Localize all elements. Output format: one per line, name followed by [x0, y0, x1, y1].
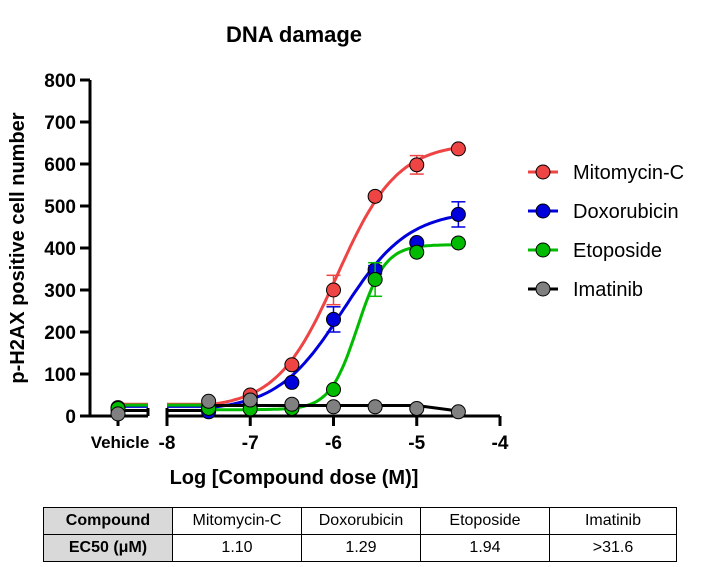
y-tick-label: 700 [44, 113, 76, 134]
table-cell-ec50: 1.29 [301, 534, 421, 562]
table-cell-ec50: 1.10 [172, 534, 302, 562]
ec50-header: EC50 (μM) [43, 534, 173, 562]
legend-marker [535, 164, 551, 180]
data-point [409, 244, 425, 260]
x-tick-label: -5 [408, 433, 425, 454]
x-tick-label-vehicle: Vehicle [91, 433, 150, 452]
table-cell-compound: Mitomycin-C [172, 507, 302, 535]
data-point [409, 157, 425, 173]
legend-item: Imatinib [528, 279, 643, 301]
x-tick-label: -7 [242, 433, 259, 454]
data-point [242, 392, 258, 408]
y-tick-label: 800 [44, 71, 76, 92]
x-tick-label: -4 [492, 433, 509, 454]
x-tick-label: -8 [159, 433, 176, 454]
y-tick-label: 100 [44, 365, 76, 386]
table-cell-compound: Imatinib [549, 507, 677, 535]
data-point [284, 374, 300, 390]
table-header-row: Compound Mitomycin-C Doxorubicin Etoposi… [43, 507, 677, 535]
data-point [367, 272, 383, 287]
data-point [284, 396, 300, 412]
data-point [201, 393, 217, 409]
legend-label: Mitomycin-C [573, 162, 684, 184]
x-tick-label: -6 [325, 433, 342, 454]
legend-label: Etoposide [573, 240, 662, 262]
y-tick-label: 0 [65, 407, 76, 428]
data-point [367, 399, 383, 415]
dose-response-chart: DNA damage p-H2AX positive cell number L… [7, 22, 684, 489]
data-point [450, 206, 466, 222]
data-point [326, 282, 341, 298]
compound-header: Compound [43, 507, 173, 535]
table-cell-ec50: 1.94 [420, 534, 550, 562]
data-point [367, 188, 383, 204]
data-point [450, 404, 466, 420]
legend-marker [535, 203, 551, 219]
chart-title: DNA damage [226, 22, 362, 47]
axes: 0 100 200 300 400 500 600 700 800 Vehicle -8 -7 -6 -5… [44, 71, 509, 454]
table-cell-compound: Doxorubicin [301, 507, 421, 535]
ec50-table: Compound Mitomycin-C Doxorubicin Etoposi… [43, 507, 677, 562]
y-tick-label: 200 [44, 323, 76, 344]
data-point [326, 382, 341, 398]
legend-marker [535, 242, 551, 258]
data-point-vehicle [110, 406, 126, 422]
data-point [409, 400, 425, 416]
y-tick-label: 300 [44, 281, 76, 302]
data-point [326, 311, 341, 327]
data-point [450, 141, 466, 157]
table-cell-compound: Etoposide [420, 507, 550, 535]
data-point [284, 357, 300, 373]
y-tick-label: 500 [44, 197, 76, 218]
legend-label: Imatinib [573, 279, 643, 301]
fit-curves [118, 146, 459, 413]
x-axis-label: Log [Compound dose (M)] [170, 467, 419, 489]
legend-item: Doxorubicin [528, 201, 679, 223]
data-point [326, 399, 341, 415]
data-point [450, 235, 466, 251]
legend-item: Etoposide [528, 240, 662, 262]
y-tick-label: 600 [44, 155, 76, 176]
legend: Mitomycin-C Doxorubicin Etoposide Imatinib [528, 162, 684, 301]
legend-item: Mitomycin-C [528, 162, 684, 184]
table-ec50-row: EC50 (μM) 1.10 1.29 1.94 >31.6 [43, 534, 677, 562]
table-cell-ec50: >31.6 [549, 534, 677, 562]
y-axis-label: p-H2AX positive cell number [7, 112, 29, 383]
y-tick-label: 400 [44, 239, 76, 260]
data-points [110, 141, 466, 422]
legend-marker [535, 281, 551, 297]
legend-label: Doxorubicin [573, 201, 679, 223]
